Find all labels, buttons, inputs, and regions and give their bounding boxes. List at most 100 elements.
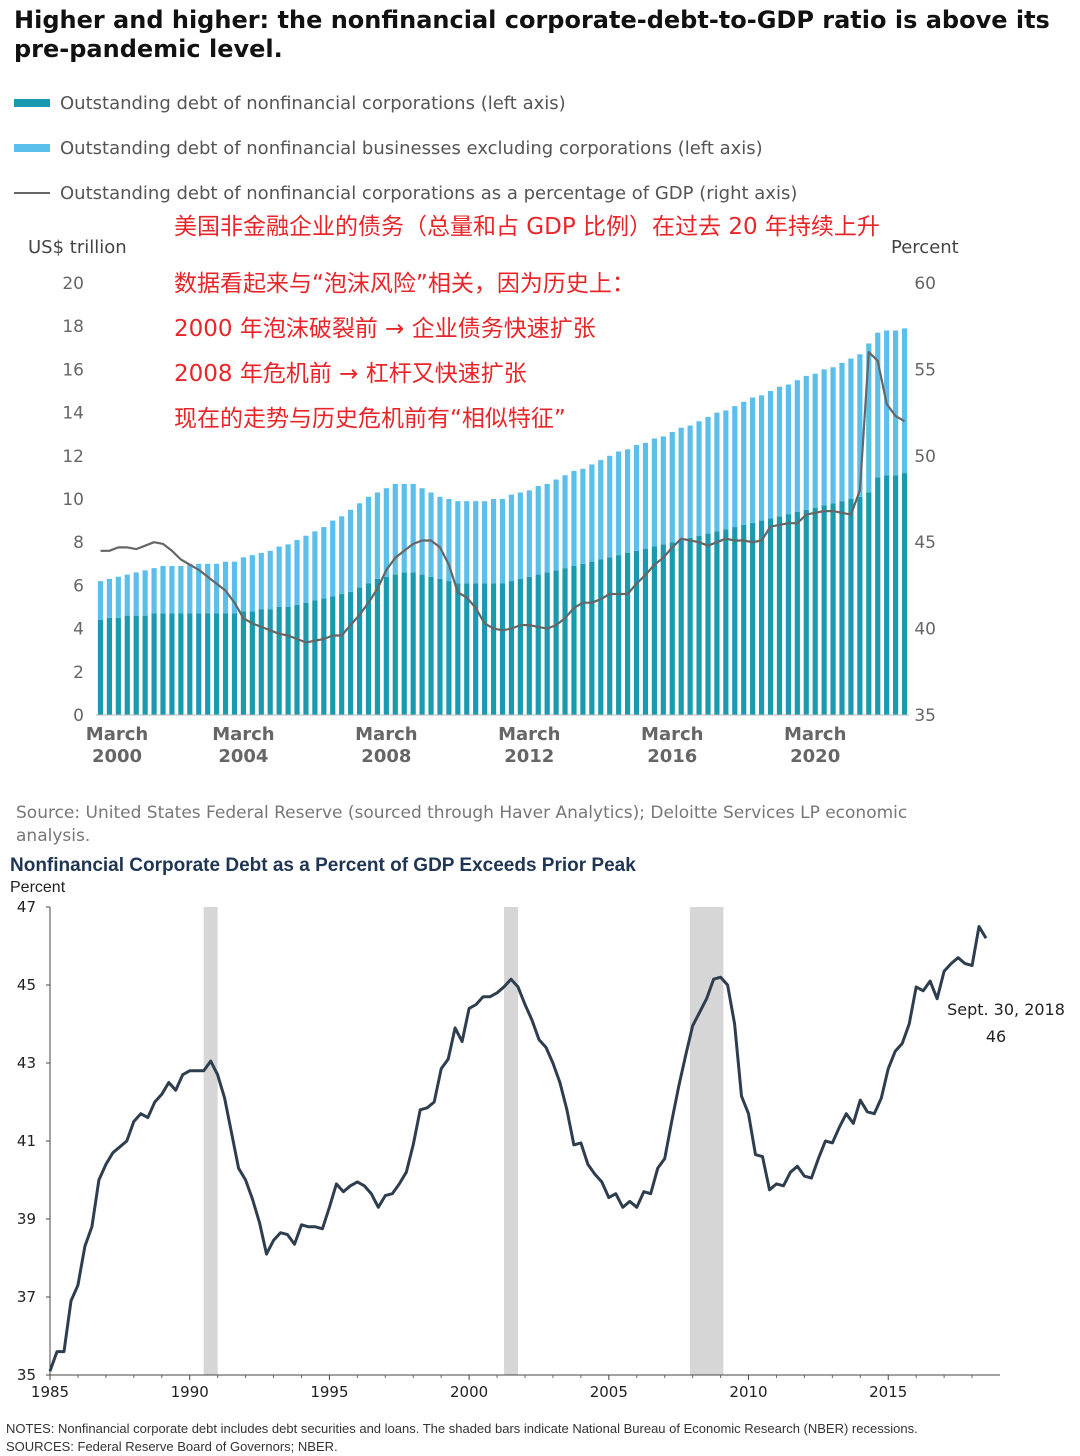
bar-corporations [633, 550, 640, 715]
left-axis-tick-label: 16 [62, 360, 84, 380]
bar-corporations [124, 615, 130, 715]
bar-corporations [723, 529, 729, 715]
bar-corporations [616, 555, 622, 715]
top-chart-source: Source: United States Federal Reserve (s… [16, 803, 908, 846]
x-tick-label-year: 2020 [790, 746, 840, 767]
right-axis-tick-label: 60 [914, 274, 936, 294]
bar-corporations [437, 578, 443, 715]
bar-noncorporate [857, 354, 863, 497]
bar-noncorporate [678, 427, 684, 541]
annotation-line-3: 2000 年泡沫破裂前 → 企业债务快速扩张 [174, 316, 596, 342]
y-tick-label: 43 [17, 1054, 36, 1072]
right-axis-tick-label: 35 [914, 706, 936, 726]
bar-noncorporate [437, 496, 443, 579]
bar-noncorporate [267, 550, 273, 610]
bar-noncorporate [321, 527, 327, 599]
bar-noncorporate [723, 410, 729, 530]
bar-noncorporate [696, 421, 702, 536]
bar-noncorporate [893, 330, 899, 476]
bar-noncorporate [214, 563, 220, 614]
legend-item-corporations: Outstanding debt of nonfinancial corpora… [14, 90, 566, 116]
bar-noncorporate [473, 501, 479, 584]
bottom-chart-title: Nonfinancial Corporate Debt as a Percent… [10, 855, 636, 876]
bar-corporations [446, 581, 452, 715]
right-axis-tick-label: 55 [914, 360, 936, 380]
bar-noncorporate [374, 492, 381, 579]
bar-corporations [750, 522, 756, 715]
bar-noncorporate [106, 578, 112, 618]
bar-corporations [562, 568, 568, 715]
left-axis-unit: US$ trillion [28, 237, 127, 258]
bar-corporations [767, 518, 774, 715]
bar-noncorporate [616, 451, 622, 556]
y-tick-label: 37 [17, 1288, 36, 1306]
bar-corporations [196, 613, 202, 715]
left-axis-tick-label: 6 [73, 576, 84, 596]
bar-corporations [205, 613, 211, 715]
bar-noncorporate [642, 442, 649, 549]
bar-corporations [589, 561, 595, 715]
bottom-chart: 35 37 39 41 43 45 47 1985 1990 1995 2000 2005 2010 20… [17, 898, 1065, 1401]
legend-swatch-line [14, 192, 50, 194]
bar-corporations [607, 557, 613, 715]
bar-corporations [258, 609, 264, 715]
bar-noncorporate [383, 488, 389, 577]
bar-corporations [115, 617, 121, 715]
bar-noncorporate [276, 546, 282, 607]
bar-noncorporate [633, 445, 640, 551]
bar-corporations [321, 598, 327, 715]
bar-noncorporate [258, 553, 264, 610]
bottom-chart-sources: SOURCES: Federal Reserve Board of Govern… [6, 1439, 338, 1454]
bar-noncorporate [839, 362, 845, 502]
bar-noncorporate [455, 501, 461, 584]
bar-noncorporate [821, 369, 827, 506]
bar-noncorporate [115, 576, 121, 618]
bar-corporations [160, 613, 166, 715]
bar-noncorporate [231, 561, 238, 614]
bar-noncorporate [705, 416, 711, 534]
bar-corporations [240, 611, 247, 715]
bar-corporations [356, 587, 363, 715]
bar-noncorporate [526, 490, 532, 577]
bar-corporations [848, 499, 854, 715]
bar-noncorporate [607, 455, 613, 558]
x-tick-label-year: 2004 [218, 746, 268, 767]
legend-label: Outstanding debt of nonfinancial busines… [60, 137, 763, 159]
annotation-line-2: 数据看起来与“泡沫风险”相关，因为历史上： [174, 271, 635, 297]
left-axis-tick-label: 18 [62, 317, 84, 337]
x-tick-label: 1990 [171, 1383, 209, 1401]
x-tick-label-month: March [641, 724, 703, 745]
bar-corporations [464, 583, 470, 715]
bar-noncorporate [598, 460, 604, 560]
y-tick-label: 41 [17, 1132, 36, 1150]
bar-corporations [428, 576, 434, 715]
bar-corporations [660, 544, 666, 715]
bar-noncorporate [794, 380, 800, 512]
bar-corporations [839, 501, 845, 715]
bar-noncorporate [785, 384, 791, 515]
bar-noncorporate [222, 561, 229, 614]
bar-corporations [339, 594, 345, 715]
bar-corporations [651, 546, 657, 715]
bar-noncorporate [687, 425, 693, 538]
bar-corporations [365, 583, 372, 715]
left-axis-tick-label: 0 [73, 706, 84, 726]
bar-noncorporate [651, 438, 657, 547]
recession-band [689, 907, 724, 1375]
ratio-line [100, 350, 906, 644]
bar-noncorporate [446, 499, 452, 582]
bar-noncorporate [624, 449, 631, 553]
recession-band [504, 907, 519, 1375]
bar-corporations [249, 611, 255, 715]
bar-corporations [884, 475, 890, 715]
bar-corporations [142, 615, 148, 715]
bar-corporations [580, 563, 586, 715]
bar-corporations [374, 578, 381, 715]
legend-label: Outstanding debt of nonfinancial corpora… [60, 182, 798, 204]
bar-corporations [705, 533, 711, 715]
bar-corporations [106, 617, 112, 715]
bar-corporations [490, 583, 497, 715]
bar-corporations [499, 583, 506, 715]
bar-noncorporate [348, 509, 354, 592]
x-tick-label: 2005 [590, 1383, 628, 1401]
